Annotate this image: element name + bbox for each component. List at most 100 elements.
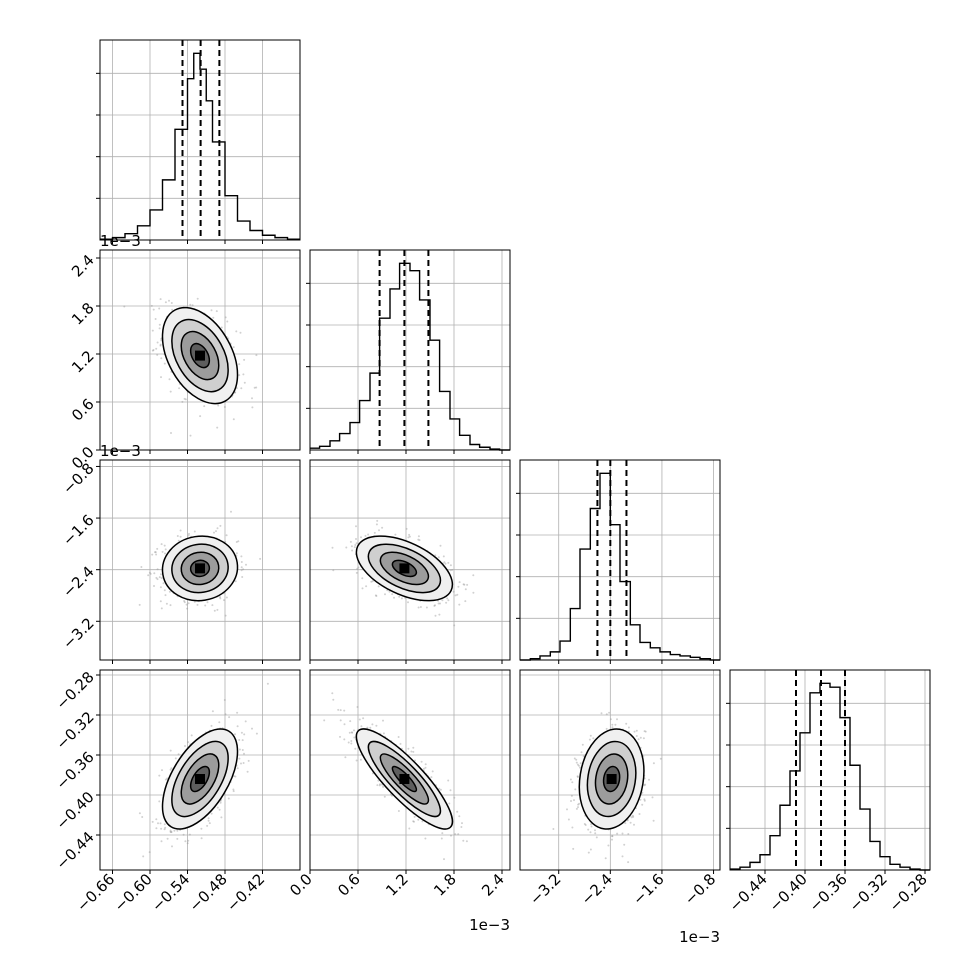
x-tick-label: −0.44 xyxy=(726,870,771,915)
sample-point xyxy=(216,806,219,809)
sample-point xyxy=(160,827,163,830)
sample-point xyxy=(240,566,243,569)
sample-point xyxy=(243,752,245,755)
sample-point xyxy=(621,855,624,858)
sample-point xyxy=(154,551,157,554)
sample-point xyxy=(422,767,425,770)
sample-point xyxy=(191,304,194,307)
sample-point xyxy=(630,816,633,819)
sample-point xyxy=(364,534,367,537)
sample-point xyxy=(164,552,166,555)
sample-point xyxy=(240,731,243,734)
sample-point xyxy=(232,418,235,421)
sample-point xyxy=(159,344,162,347)
sample-point xyxy=(185,603,188,606)
sample-point xyxy=(632,815,635,818)
sample-point xyxy=(147,574,150,577)
y-tick-label: −3.2 xyxy=(59,614,97,652)
sample-point xyxy=(224,614,227,617)
sample-point xyxy=(420,760,423,763)
sample-point xyxy=(643,799,646,802)
sample-point xyxy=(643,798,646,801)
sample-point xyxy=(464,588,467,591)
sample-point xyxy=(196,297,199,300)
sample-point xyxy=(223,699,226,701)
sample-point xyxy=(441,832,444,835)
y-tick-label: 1.8 xyxy=(68,299,98,329)
sample-point xyxy=(595,836,598,839)
panel-frame-3-1 xyxy=(309,669,511,871)
sample-point xyxy=(266,682,269,685)
sample-point xyxy=(204,604,207,607)
sample-point xyxy=(156,547,159,550)
sample-point xyxy=(642,737,645,740)
sample-point xyxy=(375,595,378,597)
sample-point xyxy=(361,587,364,590)
sample-point xyxy=(616,832,619,835)
sample-point xyxy=(183,601,186,604)
sample-point xyxy=(219,596,221,598)
sample-point xyxy=(208,822,211,825)
sample-point xyxy=(379,783,381,786)
sample-point xyxy=(168,590,171,593)
sample-point xyxy=(405,527,408,530)
sample-point xyxy=(213,531,215,534)
sample-point xyxy=(188,532,190,535)
sample-point xyxy=(360,725,363,728)
sample-point xyxy=(637,738,640,741)
sample-point xyxy=(575,761,578,764)
sample-point xyxy=(383,795,386,798)
sample-point xyxy=(424,763,427,766)
sample-point xyxy=(206,824,209,827)
sample-point xyxy=(182,833,185,836)
sample-point xyxy=(349,720,352,723)
sample-point xyxy=(629,821,632,824)
x-tick-label: −0.42 xyxy=(223,870,268,915)
sample-point xyxy=(243,733,246,736)
sample-point xyxy=(472,591,475,594)
sample-point xyxy=(579,762,582,765)
sample-point xyxy=(370,580,373,583)
sample-point xyxy=(199,415,202,418)
x-tick-label: −0.48 xyxy=(186,870,231,915)
sample-point xyxy=(611,835,614,838)
sample-point xyxy=(373,531,376,534)
sample-point xyxy=(466,583,469,586)
sample-point xyxy=(378,784,381,787)
sample-point xyxy=(376,519,379,522)
sample-point xyxy=(351,549,354,552)
sample-point xyxy=(218,808,221,811)
x-tick-label: −0.54 xyxy=(148,870,193,915)
sample-point xyxy=(434,554,437,557)
sample-point xyxy=(216,426,219,429)
sample-point xyxy=(151,349,154,352)
panel-frame-1-1 xyxy=(309,249,511,451)
sample-point xyxy=(382,785,385,788)
sample-point xyxy=(220,816,223,819)
sample-point xyxy=(234,580,237,583)
sample-point xyxy=(371,580,374,583)
sample-point xyxy=(169,390,172,393)
sample-point xyxy=(569,778,572,781)
panel-frame-0-0 xyxy=(99,39,301,241)
sample-point xyxy=(355,538,357,540)
sample-point xyxy=(452,590,455,593)
sample-point xyxy=(359,758,362,761)
x-tick-label: −0.40 xyxy=(766,870,811,915)
sample-point xyxy=(433,604,436,607)
sample-point xyxy=(151,329,154,332)
sample-point xyxy=(158,576,161,579)
sample-point xyxy=(164,594,167,597)
sample-point xyxy=(461,822,463,825)
sample-point xyxy=(160,577,163,580)
sample-point xyxy=(339,735,341,738)
sample-point xyxy=(450,834,452,837)
panel-frame-3-3 xyxy=(729,669,931,871)
sample-point xyxy=(337,708,340,711)
sample-point xyxy=(170,767,173,770)
sample-point xyxy=(570,794,573,797)
sample-point xyxy=(332,698,335,701)
sample-point xyxy=(200,837,203,840)
sample-point xyxy=(648,778,650,781)
sample-point xyxy=(237,540,240,543)
